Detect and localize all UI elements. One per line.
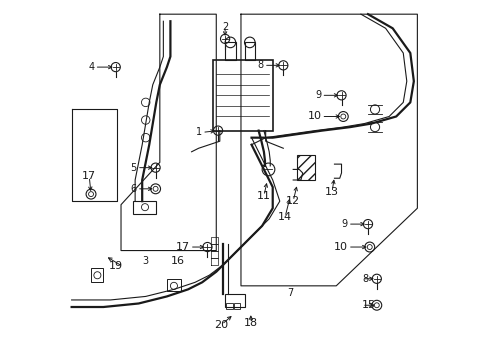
Bar <box>244 42 255 60</box>
Bar <box>133 201 156 213</box>
Bar <box>233 303 240 309</box>
Bar <box>224 42 235 60</box>
Text: 17: 17 <box>175 242 189 252</box>
Text: 1: 1 <box>196 127 202 138</box>
Text: 3: 3 <box>142 256 148 266</box>
Text: 2: 2 <box>222 22 228 32</box>
Text: 16: 16 <box>170 256 184 266</box>
Text: 10: 10 <box>333 242 347 252</box>
Text: 11: 11 <box>256 191 270 201</box>
Text: 7: 7 <box>286 288 293 298</box>
Bar <box>225 303 232 309</box>
Bar <box>91 268 103 282</box>
Text: 13: 13 <box>325 187 338 197</box>
Text: 19: 19 <box>108 261 122 271</box>
Text: 8: 8 <box>361 274 367 284</box>
Text: 20: 20 <box>214 320 228 330</box>
Text: 12: 12 <box>285 196 300 206</box>
Text: 17: 17 <box>82 171 96 181</box>
Text: 10: 10 <box>307 112 321 121</box>
Text: 9: 9 <box>315 90 321 100</box>
Text: 14: 14 <box>278 212 291 222</box>
Bar <box>224 294 244 307</box>
Bar <box>297 155 314 180</box>
Bar <box>212 60 272 131</box>
Text: 8: 8 <box>257 60 264 70</box>
Bar <box>166 279 181 291</box>
Text: 9: 9 <box>341 219 347 229</box>
Text: 6: 6 <box>130 184 137 194</box>
Text: 18: 18 <box>244 318 257 328</box>
Text: 5: 5 <box>130 163 137 173</box>
Text: 4: 4 <box>88 62 94 72</box>
Text: 15: 15 <box>361 300 375 310</box>
